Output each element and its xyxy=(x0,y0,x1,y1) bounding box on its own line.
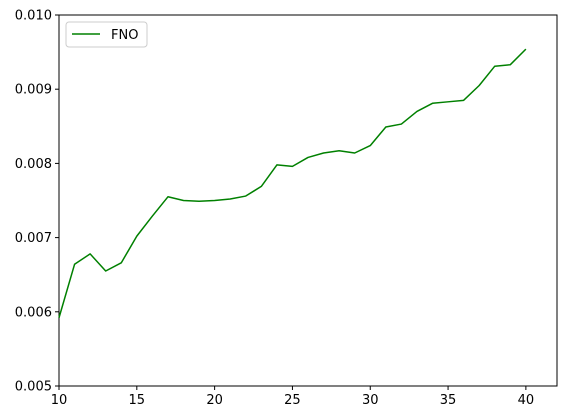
legend-box xyxy=(65,21,148,48)
plot-area-frame xyxy=(58,14,558,387)
x-tick-label: 10 xyxy=(51,393,68,408)
x-axis: 10 15 20 25 30 35 40 xyxy=(51,386,534,408)
series-layer xyxy=(58,48,527,318)
x-tick-label: 15 xyxy=(129,393,146,408)
series-line-fno xyxy=(58,48,527,318)
legend: FNO xyxy=(65,21,148,48)
x-tick-label: 30 xyxy=(362,393,379,408)
x-tick-label: 20 xyxy=(206,393,223,408)
y-tick-label: 0.010 xyxy=(15,9,52,24)
legend-label-fno: FNO xyxy=(111,28,138,43)
x-tick-label: 40 xyxy=(518,393,535,408)
x-tick-label: 25 xyxy=(284,393,301,408)
y-axis: 0.005 0.006 0.007 0.008 0.009 0.010 xyxy=(15,9,59,395)
y-tick-label: 0.009 xyxy=(15,83,52,98)
y-tick-label: 0.007 xyxy=(15,231,52,246)
y-tick-label: 0.006 xyxy=(15,305,52,320)
x-tick-label: 35 xyxy=(440,393,457,408)
y-tick-label: 0.008 xyxy=(15,157,52,172)
y-tick-label: 0.005 xyxy=(15,380,52,395)
